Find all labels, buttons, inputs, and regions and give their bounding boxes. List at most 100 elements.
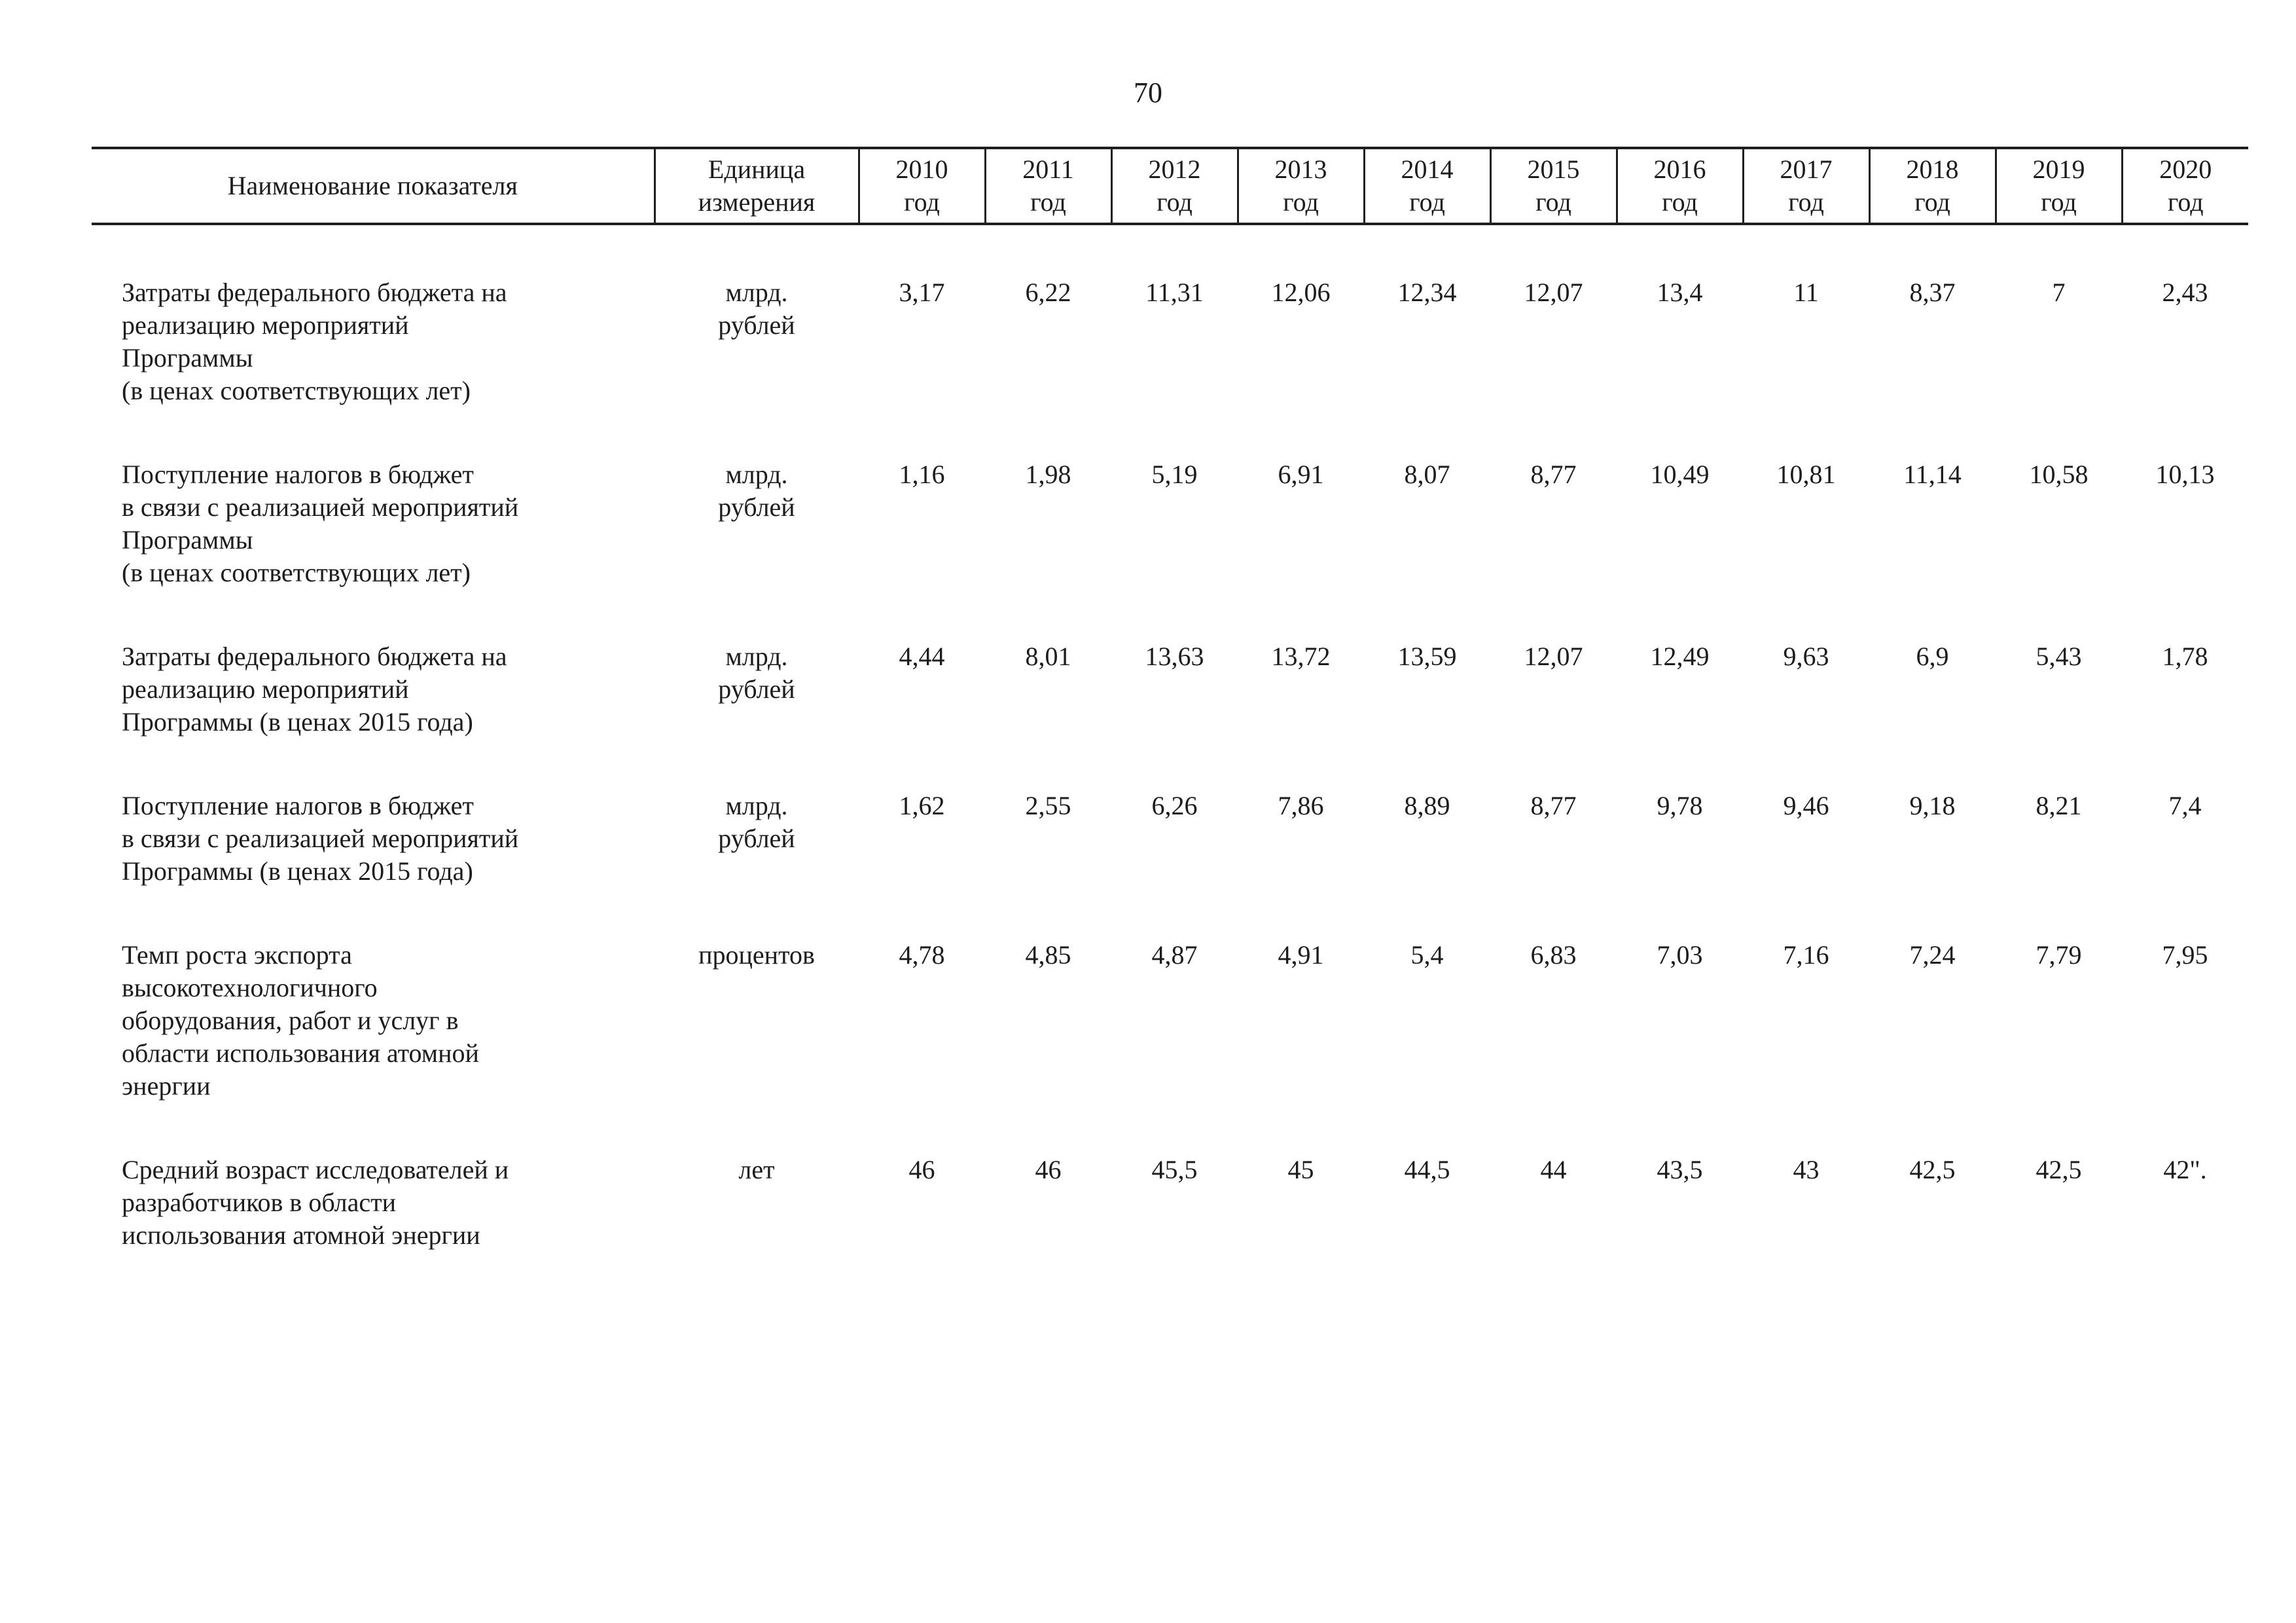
document-page: 70 Наименование показателя Единица измер… bbox=[92, 77, 2248, 1252]
value-cell: 7,03 bbox=[1657, 940, 1703, 970]
value-cell: 9,63 bbox=[1783, 642, 1829, 671]
value-cell: 42,5 bbox=[1909, 1155, 1956, 1184]
value-cell: 7,4 bbox=[2168, 791, 2202, 820]
table-row: Темп роста экспорта высокотехнологичного… bbox=[92, 888, 2248, 1103]
header-year-2015: 2015 год bbox=[1489, 147, 1617, 225]
indicator-name: Темп роста экспорта высокотехнологичного… bbox=[122, 940, 479, 1101]
value-cell: 5,43 bbox=[2036, 642, 2082, 671]
value-cell: 11,31 bbox=[1145, 278, 1204, 307]
value-cell: 12,07 bbox=[1524, 278, 1583, 307]
indicator-unit: млрд. рублей bbox=[718, 278, 795, 340]
value-cell: 1,98 bbox=[1025, 460, 1071, 489]
value-cell: 42,5 bbox=[2036, 1155, 2082, 1184]
value-cell: 8,01 bbox=[1025, 642, 1071, 671]
value-cell: 8,77 bbox=[1530, 791, 1577, 820]
indicator-name: Поступление налогов в бюджет в связи с р… bbox=[122, 791, 519, 886]
indicator-name: Средний возраст исследователей и разрабо… bbox=[122, 1155, 509, 1250]
value-cell: 10,49 bbox=[1650, 460, 1710, 489]
table-header-row: Наименование показателя Единица измерени… bbox=[92, 147, 2248, 225]
indicator-unit: процентов bbox=[698, 940, 815, 970]
value-cell: 4,78 bbox=[899, 940, 945, 970]
value-cell: 8,07 bbox=[1404, 460, 1450, 489]
value-cell: 46 bbox=[908, 1155, 935, 1184]
value-cell: 9,46 bbox=[1783, 791, 1829, 820]
header-year-2019: 2019 год bbox=[1994, 147, 2122, 225]
value-cell: 9,18 bbox=[1909, 791, 1956, 820]
value-cell: 7,16 bbox=[1783, 940, 1829, 970]
indicator-unit: млрд. рублей bbox=[718, 642, 795, 704]
value-cell: 11 bbox=[1793, 278, 1819, 307]
indicator-unit: млрд. рублей bbox=[718, 791, 795, 853]
value-cell: 12,34 bbox=[1397, 278, 1457, 307]
value-cell: 13,63 bbox=[1145, 642, 1204, 671]
value-cell: 12,07 bbox=[1524, 642, 1583, 671]
indicators-table: Наименование показателя Единица измерени… bbox=[92, 147, 2248, 1252]
table-row: Поступление налогов в бюджет в связи с р… bbox=[92, 407, 2248, 589]
indicator-name: Затраты федерального бюджета на реализац… bbox=[122, 642, 507, 737]
table-row: Затраты федерального бюджета на реализац… bbox=[92, 589, 2248, 739]
value-cell: 1,16 bbox=[899, 460, 945, 489]
value-cell: 8,77 bbox=[1530, 460, 1577, 489]
value-cell: 3,17 bbox=[899, 278, 945, 307]
header-year-2014: 2014 год bbox=[1363, 147, 1490, 225]
value-cell: 6,83 bbox=[1530, 940, 1577, 970]
header-unit: Единица измерения bbox=[653, 147, 859, 225]
value-cell: 4,91 bbox=[1278, 940, 1324, 970]
value-cell: 13,72 bbox=[1271, 642, 1331, 671]
value-cell: 42". bbox=[2163, 1155, 2207, 1184]
value-cell: 4,85 bbox=[1025, 940, 1071, 970]
value-cell: 13,59 bbox=[1397, 642, 1457, 671]
value-cell: 8,89 bbox=[1404, 791, 1450, 820]
value-cell: 12,49 bbox=[1650, 642, 1710, 671]
value-cell: 4,44 bbox=[899, 642, 945, 671]
value-cell: 7,95 bbox=[2162, 940, 2208, 970]
value-cell: 2,55 bbox=[1025, 791, 1071, 820]
value-cell: 44 bbox=[1540, 1155, 1567, 1184]
value-cell: 1,62 bbox=[899, 791, 945, 820]
value-cell: 10,81 bbox=[1776, 460, 1836, 489]
value-cell: 6,9 bbox=[1916, 642, 1949, 671]
value-cell: 13,4 bbox=[1657, 278, 1703, 307]
value-cell: 43 bbox=[1793, 1155, 1820, 1184]
value-cell: 11,14 bbox=[1903, 460, 1962, 489]
page-number: 70 bbox=[1134, 77, 1162, 109]
indicator-name: Затраты федерального бюджета на реализац… bbox=[122, 278, 507, 405]
table-row: Поступление налогов в бюджет в связи с р… bbox=[92, 739, 2248, 888]
header-indicator-name: Наименование показателя bbox=[92, 147, 655, 225]
header-year-2011: 2011 год bbox=[984, 147, 1111, 225]
value-cell: 1,78 bbox=[2162, 642, 2208, 671]
value-cell: 9,78 bbox=[1657, 791, 1703, 820]
value-cell: 45,5 bbox=[1151, 1155, 1198, 1184]
value-cell: 8,37 bbox=[1909, 278, 1956, 307]
value-cell: 8,21 bbox=[2036, 791, 2082, 820]
header-year-2016: 2016 год bbox=[1615, 147, 1743, 225]
value-cell: 6,91 bbox=[1278, 460, 1324, 489]
value-cell: 6,26 bbox=[1151, 791, 1198, 820]
value-cell: 2,43 bbox=[2162, 278, 2208, 307]
header-year-2012: 2012 год bbox=[1110, 147, 1238, 225]
value-cell: 7,79 bbox=[2036, 940, 2082, 970]
value-cell: 5,19 bbox=[1151, 460, 1198, 489]
indicator-unit: лет bbox=[738, 1155, 775, 1184]
value-cell: 46 bbox=[1035, 1155, 1062, 1184]
value-cell: 7,86 bbox=[1278, 791, 1324, 820]
header-year-2017: 2017 год bbox=[1742, 147, 1869, 225]
header-year-2020: 2020 год bbox=[2121, 147, 2248, 225]
value-cell: 6,22 bbox=[1025, 278, 1071, 307]
table-row: Затраты федерального бюджета на реализац… bbox=[92, 224, 2248, 407]
value-cell: 45 bbox=[1287, 1155, 1314, 1184]
table-row: Средний возраст исследователей и разрабо… bbox=[92, 1103, 2248, 1252]
indicator-name: Поступление налогов в бюджет в связи с р… bbox=[122, 460, 519, 587]
value-cell: 10,58 bbox=[2029, 460, 2089, 489]
value-cell: 10,13 bbox=[2155, 460, 2215, 489]
header-year-2013: 2013 год bbox=[1236, 147, 1364, 225]
value-cell: 5,4 bbox=[1410, 940, 1444, 970]
header-year-2018: 2018 год bbox=[1868, 147, 1996, 225]
value-cell: 4,87 bbox=[1151, 940, 1198, 970]
value-cell: 12,06 bbox=[1271, 278, 1331, 307]
indicator-unit: млрд. рублей bbox=[718, 460, 795, 522]
value-cell: 44,5 bbox=[1404, 1155, 1450, 1184]
value-cell: 7 bbox=[2052, 278, 2066, 307]
header-year-2010: 2010 год bbox=[857, 147, 985, 225]
value-cell: 43,5 bbox=[1657, 1155, 1703, 1184]
